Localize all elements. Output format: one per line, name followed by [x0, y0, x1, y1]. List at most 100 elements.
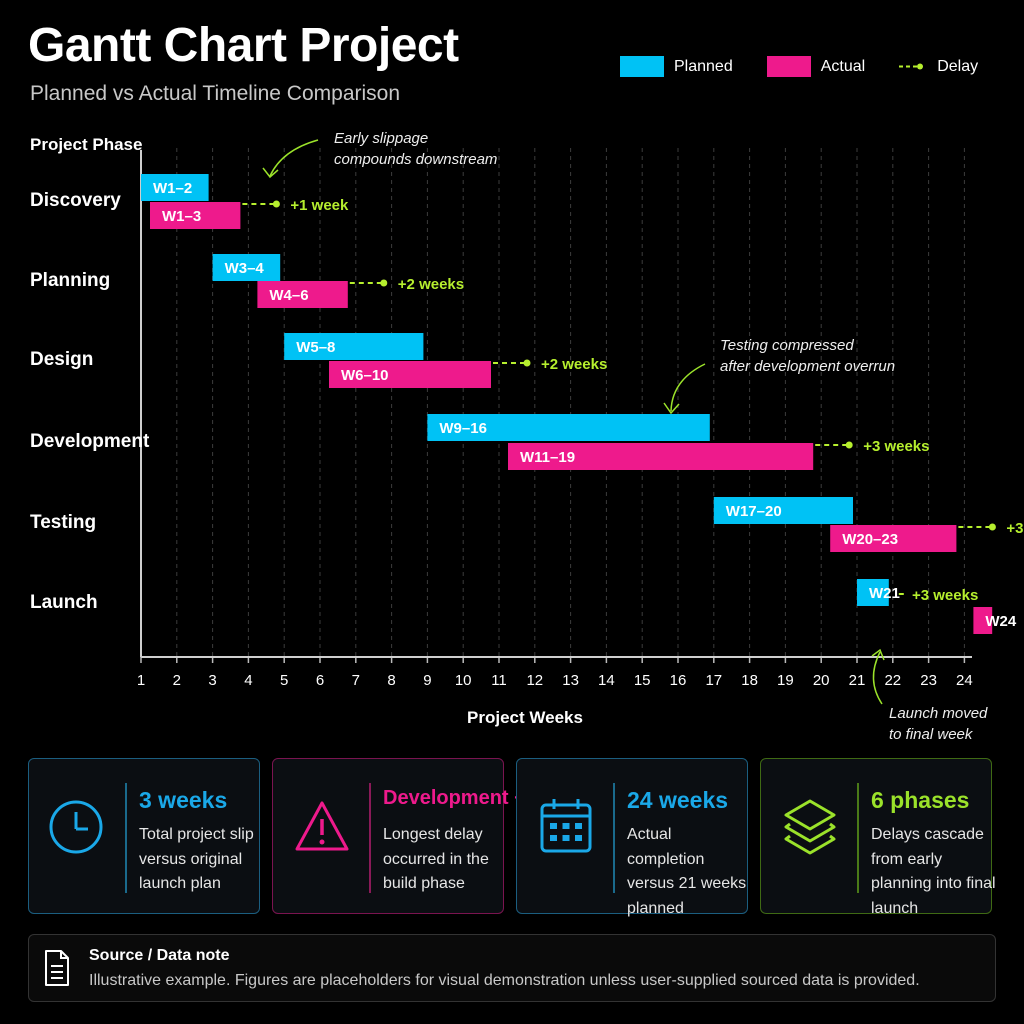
annotation-text: after development overrun	[720, 358, 895, 375]
legend-delay-label: Delay	[937, 57, 979, 75]
legend-delay-swatch	[899, 63, 924, 70]
legend-planned-swatch	[620, 56, 664, 77]
annotation-arrowhead	[663, 402, 680, 415]
source-note: Source / Data note Illustrative example.…	[28, 934, 996, 1002]
delay-label: +3 weeks	[912, 587, 978, 604]
document-icon	[45, 950, 69, 986]
x-tick-label: 17	[705, 672, 722, 689]
delay-marker	[845, 441, 853, 449]
card-text: Actual completion versus 21 weeks planne…	[627, 826, 747, 917]
legend-delay: Delay	[899, 56, 978, 77]
x-tick-label: 13	[562, 672, 579, 689]
x-tick-label: 10	[455, 672, 472, 689]
card-headline: 24 weeks	[627, 787, 729, 813]
planned-bar	[427, 414, 710, 441]
source-heading: Source / Data note	[89, 947, 230, 964]
phase-label: Launch	[30, 592, 98, 613]
actual-bar	[830, 525, 957, 552]
x-tick-label: 18	[741, 672, 758, 689]
phase-label: Design	[30, 349, 93, 370]
y-axis-title: Project Phase	[30, 135, 142, 154]
card-separator	[125, 783, 127, 893]
planned-bar	[857, 579, 889, 606]
delay-marker	[988, 523, 996, 531]
actual-bar-label: W1–3	[162, 208, 201, 225]
summary-card-completion: 24 weeks Actual completion versus 21 wee…	[516, 758, 748, 917]
phase-label: Planning	[30, 270, 110, 291]
actual-bar	[508, 443, 814, 470]
card-separator	[369, 783, 371, 893]
x-tick-label: 22	[884, 672, 901, 689]
page-subtitle: Planned vs Actual Timeline Comparison	[30, 82, 401, 105]
x-tick-label: 24	[956, 672, 973, 689]
gantt-chart: 1 2 3 4 5 6 7 8 9 10 11 12 13 14 15 16 17 18 19 20 21 22 23 24P…	[30, 130, 1024, 743]
source-text: Illustrative example. Figures are placeh…	[89, 972, 920, 989]
x-tick-label: 20	[813, 672, 830, 689]
x-tick-label: 9	[423, 672, 431, 689]
actual-bar	[257, 281, 348, 308]
actual-bar-label: W20–23	[842, 531, 898, 548]
delay-label: +3 weeks	[1006, 520, 1024, 537]
card-separator	[857, 783, 859, 893]
card-separator	[613, 783, 615, 893]
phase-label: Discovery	[30, 190, 121, 211]
delay-marker	[523, 359, 531, 367]
x-tick-label: 8	[387, 672, 395, 689]
annotation-arrow	[670, 363, 706, 412]
delay-label: +2 weeks	[398, 276, 464, 293]
actual-bar-label: W24	[985, 613, 1017, 630]
planned-bar	[212, 254, 281, 281]
card-text: Delays cascade from early planning into …	[871, 826, 996, 917]
x-tick-label: 21	[849, 672, 866, 689]
planned-bar	[713, 497, 853, 524]
planned-bar	[141, 174, 209, 201]
x-tick-label: 14	[598, 672, 615, 689]
calendar-icon	[540, 799, 592, 853]
card-text: Total project slip versus original launc…	[139, 826, 254, 892]
summary-card-longest-delay: Development +3 Longest delay occurred in…	[272, 758, 537, 914]
planned-bar-label: W21	[869, 585, 900, 602]
card-headline: Development +3	[383, 787, 537, 809]
planned-bar-label: W9–16	[439, 420, 487, 437]
actual-bar-label: W11–19	[520, 449, 575, 466]
summary-cards: 3 weeks Total project slip versus origin…	[28, 758, 996, 917]
legend-actual: Actual	[766, 56, 866, 77]
actual-bar	[329, 361, 491, 388]
card-headline: 3 weeks	[139, 787, 228, 813]
card-text: Longest delay occurred in the build phas…	[383, 826, 489, 892]
annotation-arrow	[872, 651, 883, 705]
actual-bar	[973, 607, 993, 634]
planned-bar-label: W17–20	[726, 503, 782, 520]
page-title: Gantt Chart Project	[28, 19, 459, 72]
summary-card-phases: 6 phases Delays cascade from early plann…	[760, 758, 996, 917]
x-tick-label: 11	[491, 672, 507, 689]
phase-label: Development	[30, 431, 150, 452]
x-tick-label: 16	[670, 672, 687, 689]
actual-bar-label: W6–10	[341, 367, 389, 384]
legend-planned: Planned	[620, 56, 733, 77]
x-tick-label: 3	[208, 672, 216, 689]
planned-bar-label: W1–2	[153, 180, 192, 197]
delay-marker	[380, 279, 388, 287]
x-tick-label: 19	[777, 672, 794, 689]
planned-bar-label: W5–8	[296, 339, 335, 356]
delay-label: +1 week	[290, 197, 349, 214]
x-tick-label: 7	[352, 672, 360, 689]
annotation-text: compounds downstream	[334, 151, 497, 168]
annotation-text: Launch moved	[889, 705, 988, 722]
delay-label: +3 weeks	[863, 438, 929, 455]
delay-marker	[272, 200, 280, 208]
legend-actual-label: Actual	[820, 57, 866, 75]
planned-bar	[284, 333, 424, 360]
annotation-arrowhead	[871, 648, 885, 661]
layers-icon	[784, 799, 836, 855]
card-headline: 6 phases	[871, 787, 970, 813]
x-tick-label: 6	[316, 672, 324, 689]
warning-icon	[295, 801, 349, 851]
chart-legend: Planned Actual Delay	[620, 56, 1012, 77]
x-tick-label: 2	[173, 672, 181, 689]
annotation-arrow	[269, 139, 319, 177]
x-tick-label: 15	[634, 672, 651, 689]
legend-actual-swatch	[766, 56, 811, 77]
actual-bar	[150, 202, 241, 229]
